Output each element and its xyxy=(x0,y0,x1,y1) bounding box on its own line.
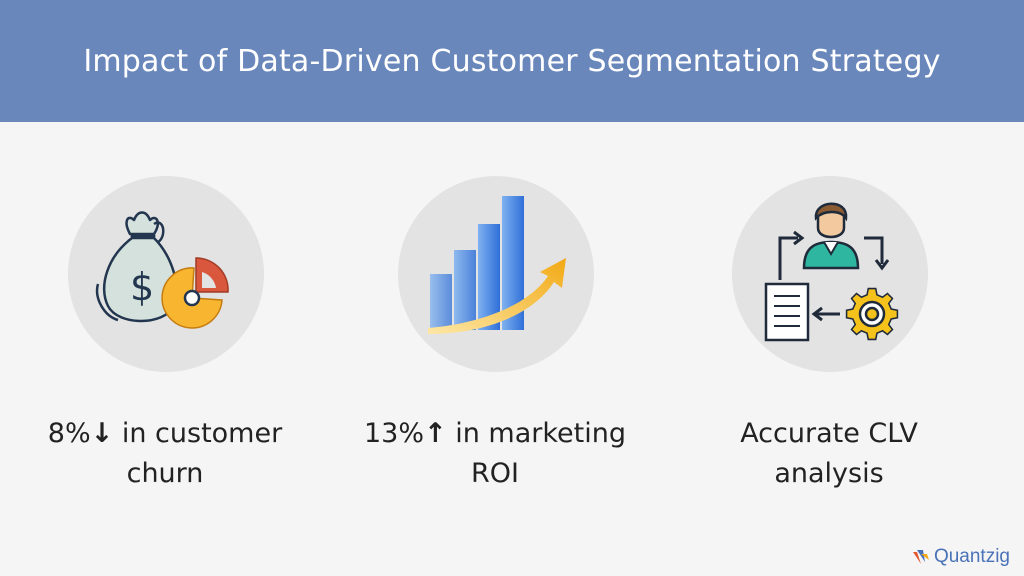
stat-value: 13% xyxy=(364,418,425,449)
quantzig-logo-icon xyxy=(912,550,929,564)
stat-caption-roi: 13%↑ in marketing ROI xyxy=(330,414,660,494)
stat-card-churn: $ 8%↓ in customer churn xyxy=(0,176,330,506)
stat-text-line2: analysis xyxy=(774,458,884,489)
stat-caption-clv: Accurate CLV analysis xyxy=(664,414,994,494)
arrow-down-icon: ↓ xyxy=(90,418,114,449)
stat-text: Accurate CLV xyxy=(740,418,918,449)
growth-bar-chart-icon xyxy=(428,196,566,334)
stat-text-line2: ROI xyxy=(471,458,519,489)
header-banner: Impact of Data-Driven Customer Segmentat… xyxy=(0,0,1024,122)
stat-text: in marketing xyxy=(446,418,626,449)
icon-circle xyxy=(732,176,928,372)
brand-logo: Quantzig xyxy=(911,546,1010,568)
stat-card-clv: Accurate CLV analysis xyxy=(664,176,994,506)
arrow-up-icon: ↑ xyxy=(424,418,447,449)
logo-text: Quantzig xyxy=(933,546,1010,567)
stat-text: in customer xyxy=(113,418,283,449)
customer-gear-document-icon xyxy=(764,202,899,342)
stat-caption-churn: 8%↓ in customer churn xyxy=(0,414,330,494)
stat-text-line2: churn xyxy=(126,458,204,489)
money-bag-pie-chart-icon: $ xyxy=(95,211,229,329)
page-title: Impact of Data-Driven Customer Segmentat… xyxy=(83,43,941,79)
stat-card-roi: 13%↑ in marketing ROI xyxy=(330,176,660,506)
icon-circle: $ xyxy=(68,176,264,372)
icon-circle xyxy=(398,176,594,372)
stat-value: 8% xyxy=(47,418,91,449)
svg-text:$: $ xyxy=(130,265,154,309)
